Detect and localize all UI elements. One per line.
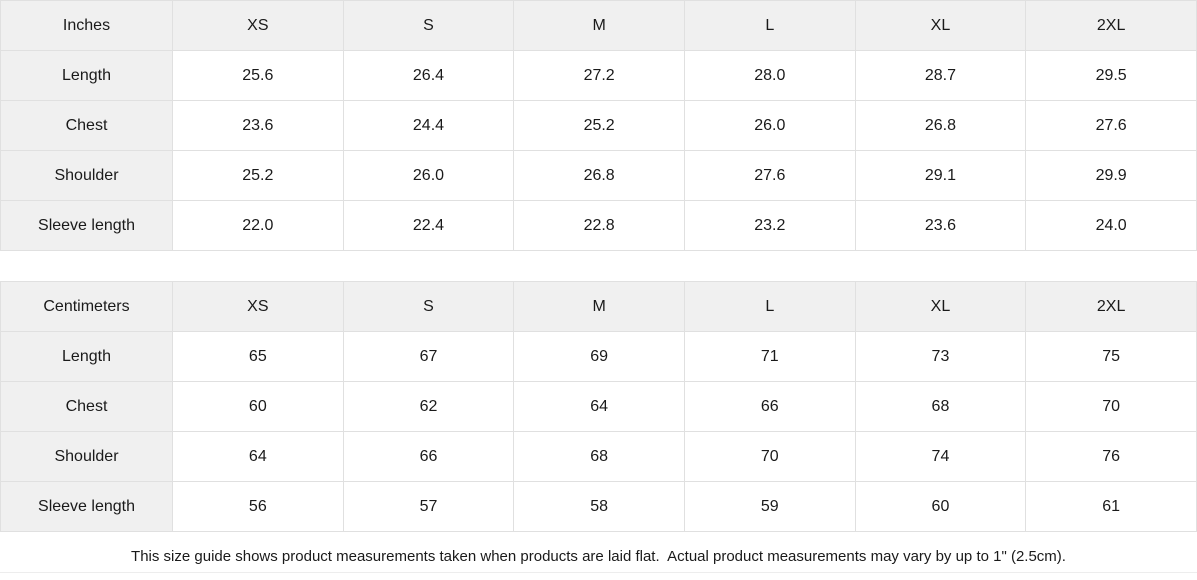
size-header-cell: M xyxy=(513,0,685,51)
measurement-value-cell: 60 xyxy=(854,481,1027,532)
measurement-label-cell: Shoulder xyxy=(0,150,173,201)
size-header-cell: L xyxy=(683,0,856,51)
measurement-value-cell: 26.8 xyxy=(513,150,685,201)
unit-label-cell: Inches xyxy=(0,0,173,51)
measurement-label-cell: Sleeve length xyxy=(0,200,173,251)
measurement-value-cell: 57 xyxy=(342,481,515,532)
inches-header-row: Inches XS S M L XL 2XL xyxy=(0,0,1197,51)
measurement-value-cell: 75 xyxy=(1025,331,1197,382)
measurement-value-cell: 23.2 xyxy=(683,200,856,251)
measurement-value-cell: 59 xyxy=(683,481,856,532)
measurement-value-cell: 23.6 xyxy=(854,200,1027,251)
measurement-row: Shoulder 64 66 68 70 74 76 xyxy=(0,431,1197,482)
measurement-value-cell: 26.0 xyxy=(683,100,856,151)
measurement-row: Chest 23.6 24.4 25.2 26.0 26.8 27.6 xyxy=(0,100,1197,151)
measurement-label-cell: Shoulder xyxy=(0,431,173,482)
size-guide-footnote: This size guide shows product measuremen… xyxy=(0,532,1197,580)
measurement-value-cell: 27.6 xyxy=(1025,100,1197,151)
measurement-value-cell: 27.2 xyxy=(513,50,685,101)
centimeters-table-body: Length 65 67 69 71 73 75 Chest 60 62 64 66 68 70 Shoul… xyxy=(0,331,1197,532)
measurement-value-cell: 28.7 xyxy=(854,50,1027,101)
measurement-value-cell: 29.1 xyxy=(854,150,1027,201)
measurement-value-cell: 26.4 xyxy=(342,50,515,101)
measurement-label-cell: Length xyxy=(0,331,173,382)
measurement-label-cell: Length xyxy=(0,50,173,101)
measurement-label-cell: Chest xyxy=(0,100,173,151)
measurement-row: Length 25.6 26.4 27.2 28.0 28.7 29.5 xyxy=(0,50,1197,101)
inches-size-table: Inches XS S M L XL 2XL Length 25.6 26.4 27.2 28.0 2… xyxy=(0,0,1197,251)
measurement-value-cell: 26.0 xyxy=(342,150,515,201)
size-header-cell: L xyxy=(683,281,856,332)
measurement-label-cell: Chest xyxy=(0,381,173,432)
measurement-value-cell: 29.5 xyxy=(1025,50,1197,101)
measurement-value-cell: 70 xyxy=(683,431,856,482)
measurement-row: Shoulder 25.2 26.0 26.8 27.6 29.1 29.9 xyxy=(0,150,1197,201)
size-header-cell: M xyxy=(513,281,685,332)
measurement-value-cell: 73 xyxy=(854,331,1027,382)
measurement-row: Length 65 67 69 71 73 75 xyxy=(0,331,1197,382)
measurement-value-cell: 66 xyxy=(342,431,515,482)
measurement-value-cell: 60 xyxy=(172,381,344,432)
measurement-value-cell: 69 xyxy=(513,331,685,382)
measurement-value-cell: 27.6 xyxy=(683,150,856,201)
measurement-value-cell: 76 xyxy=(1025,431,1197,482)
measurement-value-cell: 56 xyxy=(172,481,344,532)
measurement-value-cell: 24.0 xyxy=(1025,200,1197,251)
measurement-value-cell: 70 xyxy=(1025,381,1197,432)
size-header-cell: XL xyxy=(854,281,1027,332)
measurement-value-cell: 66 xyxy=(683,381,856,432)
measurement-value-cell: 22.4 xyxy=(342,200,515,251)
size-header-cell: S xyxy=(342,0,515,51)
measurement-value-cell: 68 xyxy=(854,381,1027,432)
measurement-value-cell: 22.8 xyxy=(513,200,685,251)
measurement-value-cell: 71 xyxy=(683,331,856,382)
measurement-value-cell: 26.8 xyxy=(854,100,1027,151)
measurement-value-cell: 25.2 xyxy=(172,150,344,201)
measurement-value-cell: 24.4 xyxy=(342,100,515,151)
inches-table-body: Length 25.6 26.4 27.2 28.0 28.7 29.5 Chest 23.6 2… xyxy=(0,50,1197,251)
measurement-value-cell: 64 xyxy=(513,381,685,432)
unit-label-cell: Centimeters xyxy=(0,281,173,332)
measurement-value-cell: 67 xyxy=(342,331,515,382)
size-header-cell: XS xyxy=(172,281,344,332)
centimeters-header-row: Centimeters XS S M L XL 2XL xyxy=(0,281,1197,332)
size-header-cell: S xyxy=(342,281,515,332)
size-header-cell: 2XL xyxy=(1025,0,1197,51)
measurement-value-cell: 22.0 xyxy=(172,200,344,251)
size-header-cell: XL xyxy=(854,0,1027,51)
measurement-value-cell: 68 xyxy=(513,431,685,482)
measurement-value-cell: 58 xyxy=(513,481,685,532)
measurement-value-cell: 25.2 xyxy=(513,100,685,151)
measurement-row: Chest 60 62 64 66 68 70 xyxy=(0,381,1197,432)
measurement-row: Sleeve length 56 57 58 59 60 61 xyxy=(0,481,1197,532)
measurement-value-cell: 28.0 xyxy=(683,50,856,101)
measurement-value-cell: 65 xyxy=(172,331,344,382)
measurement-value-cell: 64 xyxy=(172,431,344,482)
measurement-value-cell: 74 xyxy=(854,431,1027,482)
measurement-label-cell: Sleeve length xyxy=(0,481,173,532)
measurement-value-cell: 61 xyxy=(1025,481,1197,532)
measurement-row: Sleeve length 22.0 22.4 22.8 23.2 23.6 24.0 xyxy=(0,200,1197,251)
measurement-value-cell: 29.9 xyxy=(1025,150,1197,201)
size-header-cell: XS xyxy=(172,0,344,51)
measurement-value-cell: 25.6 xyxy=(172,50,344,101)
centimeters-size-table: Centimeters XS S M L XL 2XL Length 65 67 69 71 73 75… xyxy=(0,281,1197,532)
measurement-value-cell: 62 xyxy=(342,381,515,432)
table-section-spacer xyxy=(0,251,1197,281)
measurement-value-cell: 23.6 xyxy=(172,100,344,151)
size-header-cell: 2XL xyxy=(1025,281,1197,332)
